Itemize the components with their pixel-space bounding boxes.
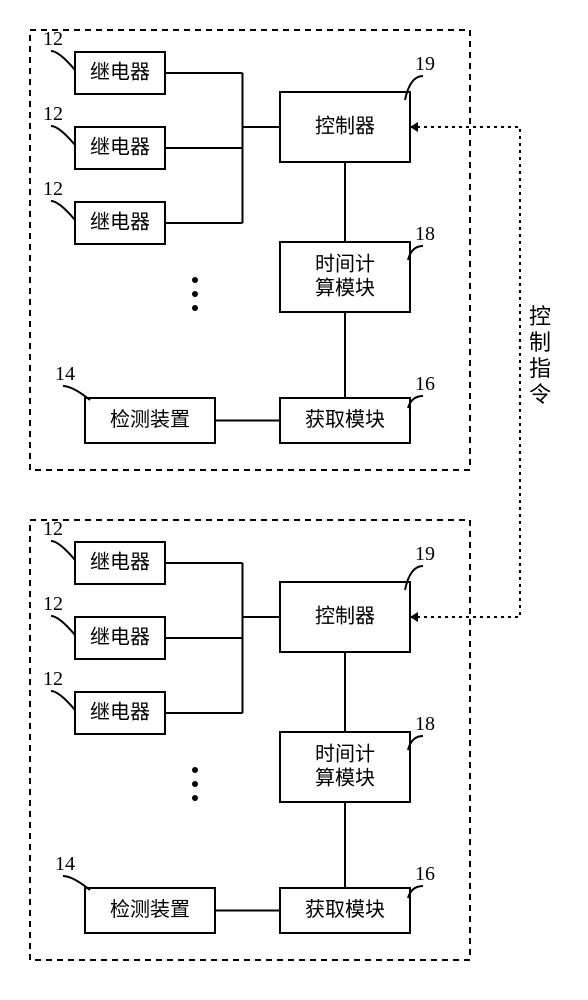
top-ellipsis	[192, 277, 198, 283]
top-relay1-num: 12	[43, 28, 63, 50]
bot-ellipsis	[192, 781, 198, 787]
side-label-3: 令	[529, 382, 551, 407]
bot-relay-1-label: 继电器	[90, 626, 150, 649]
bot-relay1-num: 12	[43, 518, 63, 540]
bot-ctl-num: 19	[415, 543, 435, 565]
top-acq-num: 16	[415, 373, 435, 395]
bot-detect-label: 检测装置	[110, 898, 190, 921]
top-tc-num: 18	[415, 223, 435, 245]
top-relay-0-label: 继电器	[90, 61, 150, 84]
bot-tc-num: 18	[415, 713, 435, 735]
bot-timecalc-label2: 算模块	[315, 767, 375, 790]
top-ctl-lead	[405, 76, 423, 100]
arrowhead	[410, 122, 418, 132]
bot-relay2-lead	[51, 616, 75, 635]
side-label-1: 制	[529, 330, 551, 355]
bot-relay-0-label: 继电器	[90, 551, 150, 574]
top-controller-label: 控制器	[315, 115, 375, 138]
bot-panel	[30, 520, 470, 960]
top-detect-label: 检测装置	[110, 408, 190, 431]
bot-det-lead	[63, 876, 90, 890]
side-label-2: 指	[529, 356, 551, 381]
bot-acq-num: 16	[415, 863, 435, 885]
bot-ctl-lead	[405, 566, 423, 590]
top-panel	[30, 30, 470, 470]
top-ctl-num: 19	[415, 53, 435, 75]
side-label-0: 控	[529, 304, 551, 329]
top-ellipsis	[192, 291, 198, 297]
bot-relay3-num: 12	[43, 668, 63, 690]
top-ellipsis	[192, 305, 198, 311]
bot-timecalc-label1: 时间计	[315, 743, 375, 766]
bot-relay2-num: 12	[43, 593, 63, 615]
top-timecalc-label1: 时间计	[315, 253, 375, 276]
bot-ellipsis	[192, 767, 198, 773]
top-acquire-label: 获取模块	[305, 408, 385, 431]
top-det-lead	[63, 386, 90, 400]
top-relay1-lead	[51, 51, 75, 70]
top-relay3-lead	[51, 201, 75, 220]
bot-relay3-lead	[51, 691, 75, 710]
top-relay2-lead	[51, 126, 75, 145]
bot-relay1-lead	[51, 541, 75, 560]
top-relay3-num: 12	[43, 178, 63, 200]
bot-relay-2-label: 继电器	[90, 701, 150, 724]
bot-det-num: 14	[55, 853, 75, 875]
top-relay-2-label: 继电器	[90, 211, 150, 234]
bot-ellipsis	[192, 795, 198, 801]
bot-controller-label: 控制器	[315, 605, 375, 628]
arrowhead	[410, 612, 418, 622]
bot-acquire-label: 获取模块	[305, 898, 385, 921]
top-det-num: 14	[55, 363, 75, 385]
top-relay-1-label: 继电器	[90, 136, 150, 159]
top-timecalc-label2: 算模块	[315, 277, 375, 300]
top-relay2-num: 12	[43, 103, 63, 125]
